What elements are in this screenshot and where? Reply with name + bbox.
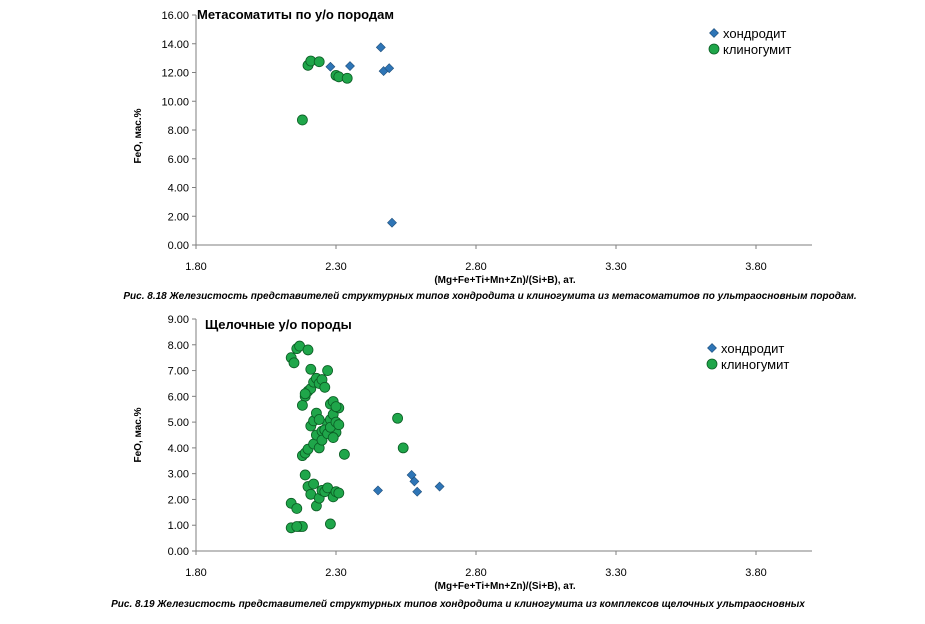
- data-point: [308, 478, 320, 490]
- chart-alkaline: Щелочные у/о породы 0.00 1.00 2.00 3.00 4.00…: [111, 314, 812, 610]
- x-tick-label: 3.30: [605, 567, 626, 579]
- data-point: [333, 487, 345, 499]
- data-point: [387, 217, 397, 228]
- data-point: [412, 486, 423, 497]
- y-tick-label: 0.00: [168, 240, 189, 252]
- y-tick-label: 8.00: [168, 125, 189, 137]
- y-tick-label: 2.00: [168, 211, 189, 223]
- x-tick-label: 2.30: [325, 567, 346, 579]
- chart-title: Щелочные у/о породы: [205, 317, 352, 332]
- legend-marker: [706, 358, 718, 370]
- y-tick-label: 3.00: [168, 469, 189, 481]
- data-point: [302, 344, 314, 356]
- y-tick-label: 16.00: [161, 10, 189, 22]
- chart-title: Метасоматиты по у/о породам: [197, 7, 394, 22]
- x-tick-label: 2.80: [465, 261, 486, 273]
- data-point: [384, 63, 395, 74]
- y-tick-label: 4.00: [168, 443, 189, 455]
- data-point: [325, 61, 336, 72]
- data-point: [319, 381, 331, 393]
- data-point: [322, 365, 334, 376]
- legend-label: хондродит: [723, 26, 786, 41]
- data-point: [288, 357, 300, 369]
- y-tick-label: 0.00: [168, 546, 189, 558]
- data-point: [299, 388, 311, 400]
- x-tick-label: 3.80: [745, 567, 766, 579]
- y-tick-label: 4.00: [168, 183, 189, 195]
- x-tick-label: 1.80: [185, 567, 206, 579]
- y-axis-label: FeO, мас.%: [133, 407, 144, 462]
- x-tick-label: 3.80: [745, 261, 766, 273]
- data-point: [327, 432, 339, 443]
- x-tick-label: 3.30: [605, 261, 626, 273]
- x-tick-label: 2.80: [465, 567, 486, 579]
- y-tick-label: 9.00: [168, 314, 189, 326]
- data-point: [313, 414, 325, 425]
- figure-caption: Рис. 8.19 Железистость представителей ст…: [111, 599, 805, 610]
- x-tick-label: 2.30: [325, 261, 346, 273]
- legend-label: клиногумит: [721, 357, 789, 372]
- y-tick-label: 10.00: [161, 96, 189, 108]
- legend-label: хондродит: [721, 341, 784, 356]
- series-clinohumite: [296, 55, 353, 126]
- data-point: [291, 521, 303, 532]
- series-chondrodite: [373, 470, 445, 497]
- y-tick-label: 6.00: [168, 154, 189, 166]
- figure-caption: Рис. 8.18 Железистость представителей ст…: [123, 291, 856, 302]
- legend-marker: [707, 343, 717, 353]
- data-point: [299, 469, 311, 481]
- y-tick-label: 5.00: [168, 417, 189, 429]
- data-point: [305, 363, 317, 375]
- legend-label: клиногумит: [723, 42, 791, 57]
- plot-area: 0.00 1.00 2.00 3.00 4.00 5.00 6.00 7.00 8.00 9.00…: [168, 314, 812, 579]
- y-tick-label: 12.00: [161, 68, 189, 80]
- data-point: [392, 412, 404, 424]
- data-point: [330, 401, 342, 413]
- data-point: [338, 448, 350, 460]
- chart-metasomatites: Метасоматиты по у/о породам 0.00 2.00 4.00…: [123, 7, 856, 302]
- plot-area: 0.00 2.00 4.00 6.00 8.00 10.00 12.00 14.00 16.00…: [161, 10, 812, 273]
- data-point: [324, 518, 336, 530]
- series-clinohumite: [285, 340, 409, 534]
- y-tick-label: 2.00: [168, 494, 189, 506]
- y-axis-label: FeO, мас.%: [133, 108, 144, 163]
- data-point: [333, 419, 345, 431]
- data-point: [291, 503, 303, 514]
- y-tick-label: 14.00: [161, 39, 189, 51]
- data-point: [409, 476, 420, 487]
- x-axis-label: (Mg+Fe+Ti+Mn+Zn)/(Si+B), ат.: [434, 275, 576, 286]
- data-point: [397, 442, 409, 454]
- data-point: [296, 114, 308, 126]
- data-point: [313, 56, 325, 68]
- legend-marker: [709, 28, 719, 38]
- data-point: [345, 61, 355, 71]
- x-tick-label: 1.80: [185, 261, 206, 273]
- data-point: [373, 485, 383, 496]
- y-tick-label: 1.00: [168, 520, 189, 532]
- data-point: [434, 481, 445, 492]
- legend-marker: [708, 43, 720, 55]
- data-point: [341, 72, 353, 84]
- x-axis-label: (Mg+Fe+Ti+Mn+Zn)/(Si+B), ат.: [434, 581, 576, 592]
- data-point: [296, 399, 308, 411]
- series-chondrodite: [325, 42, 397, 228]
- data-point: [375, 42, 386, 53]
- y-tick-label: 7.00: [168, 366, 189, 378]
- y-tick-label: 6.00: [168, 391, 189, 403]
- y-tick-label: 8.00: [168, 340, 189, 352]
